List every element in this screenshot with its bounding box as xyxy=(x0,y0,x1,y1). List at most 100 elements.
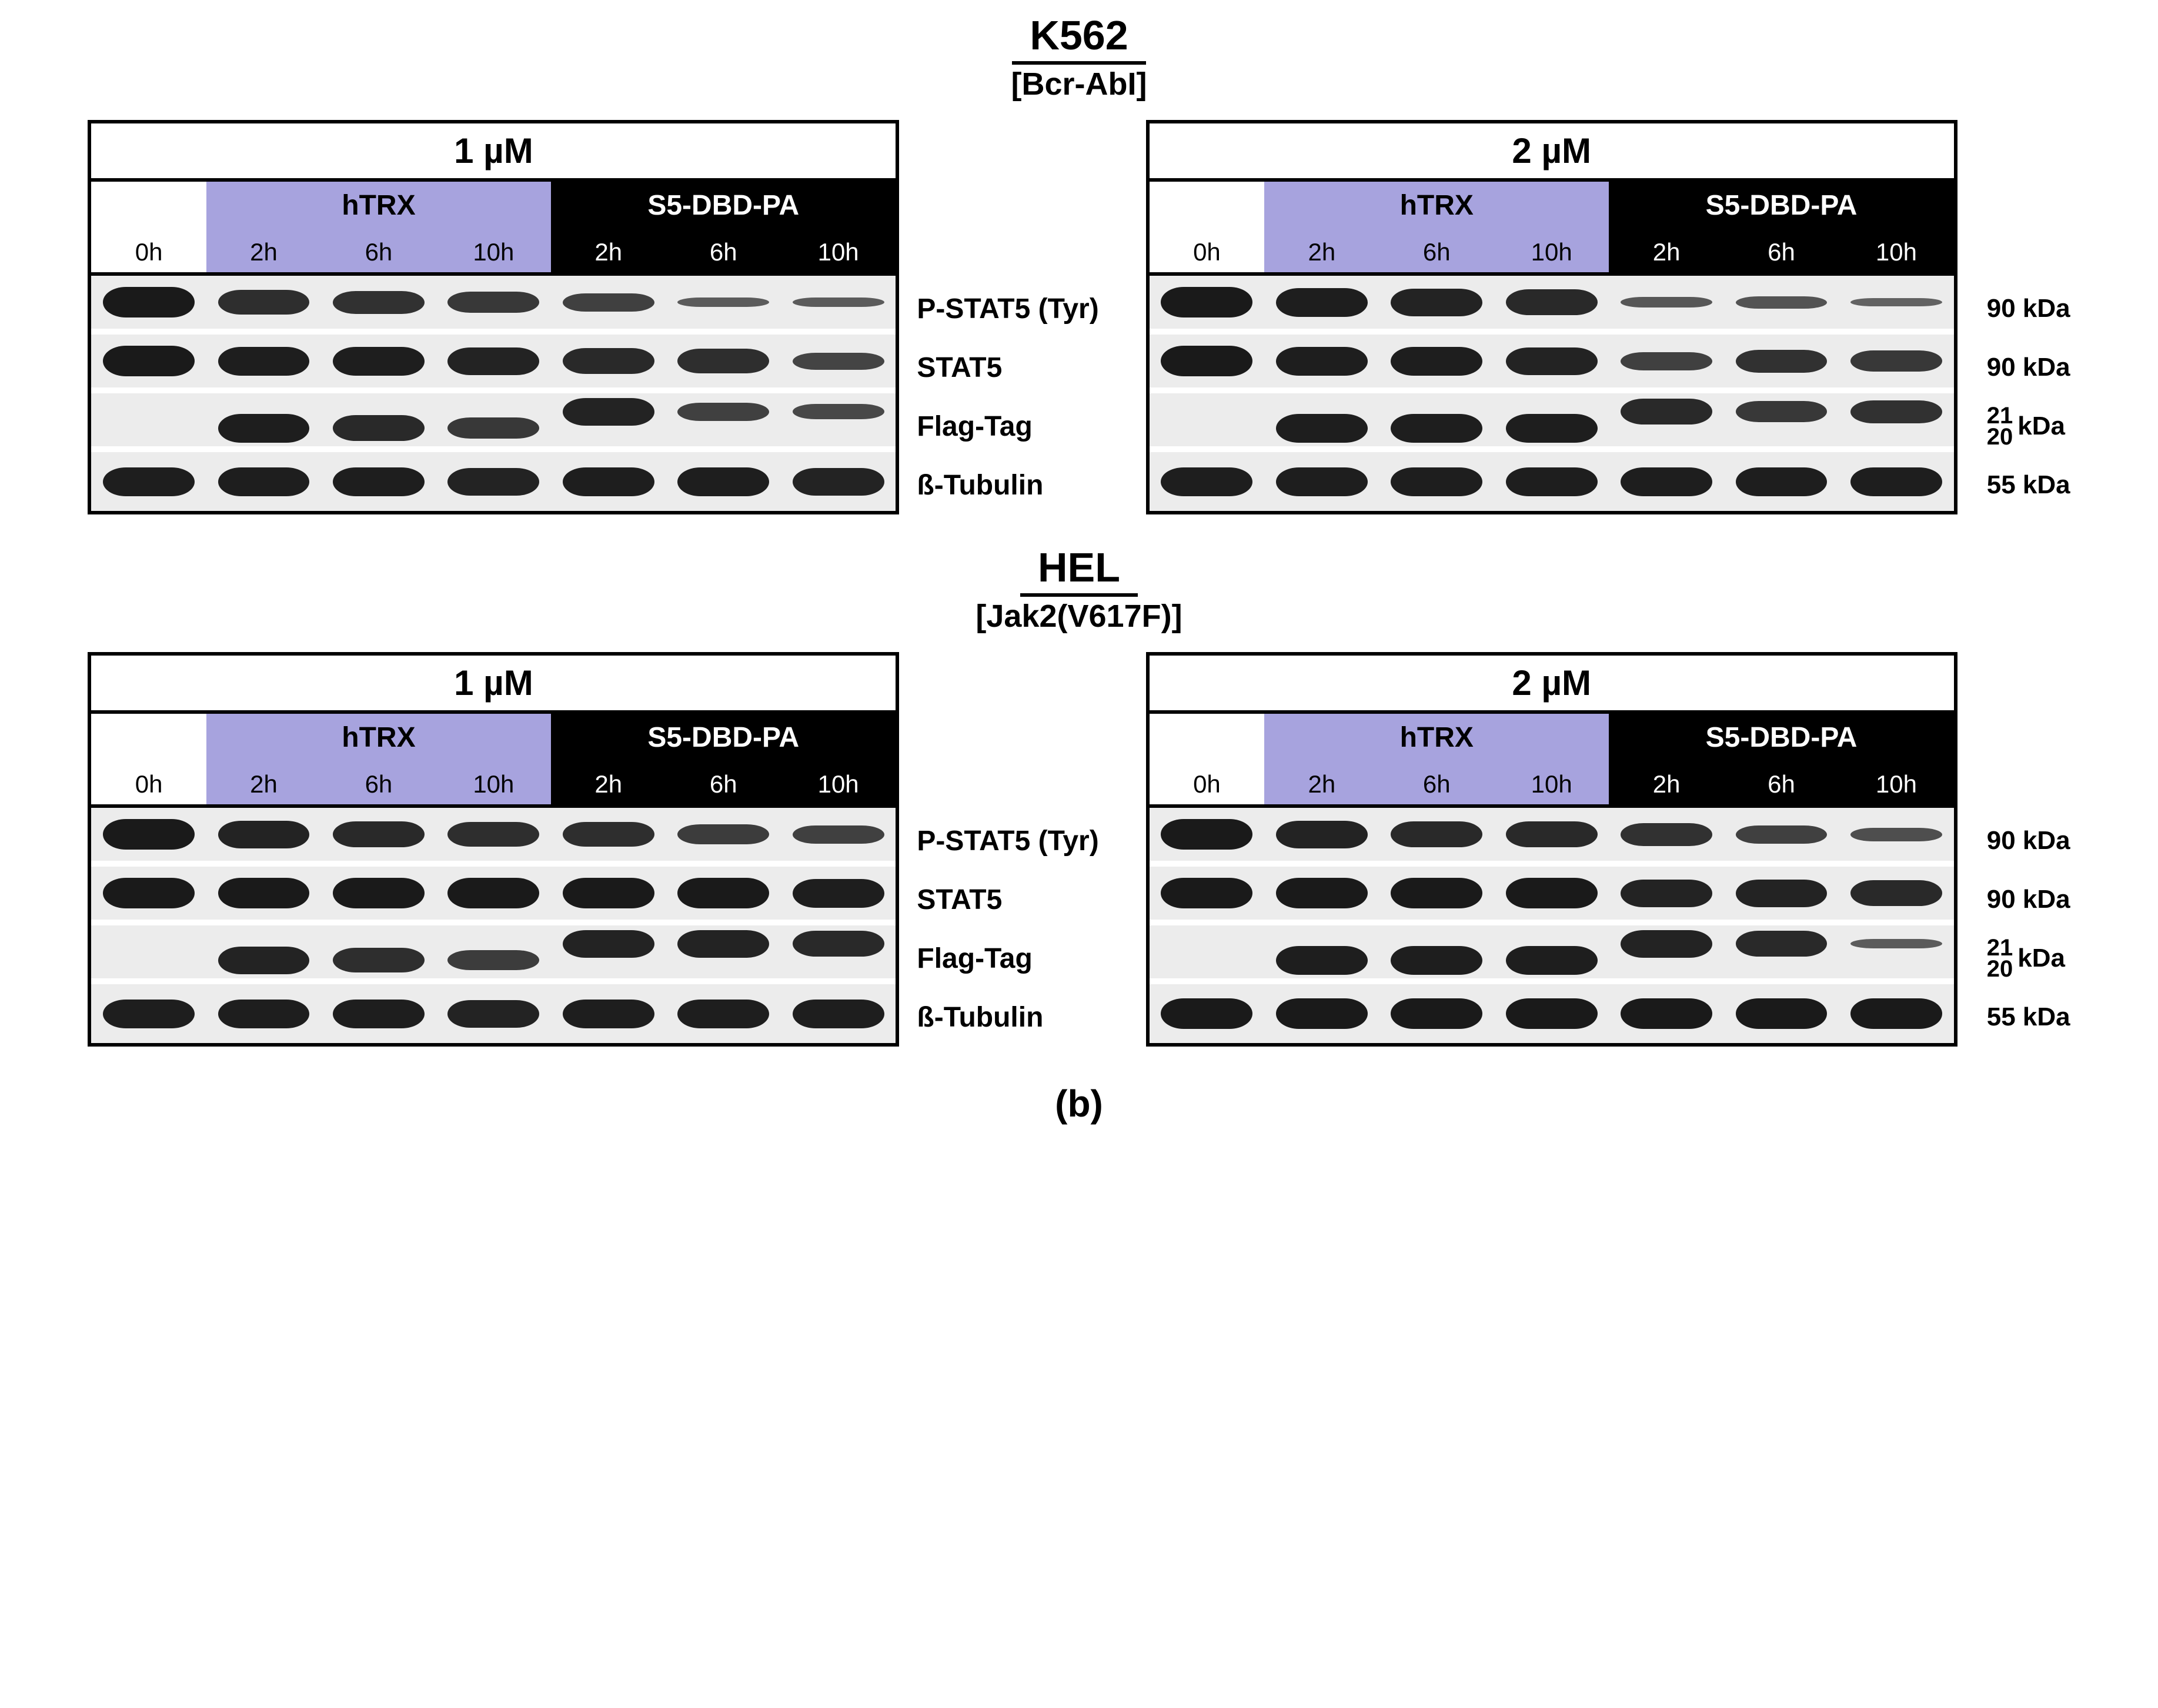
band xyxy=(1850,998,1942,1029)
blot-row xyxy=(91,808,896,867)
lane-cell xyxy=(1839,867,1953,920)
concentration-label: 2 µM xyxy=(1150,656,1954,714)
time-label: 6h xyxy=(666,229,781,272)
band xyxy=(218,947,310,974)
lane-cell xyxy=(666,867,781,920)
lane-cell xyxy=(91,867,206,920)
band xyxy=(1276,414,1368,443)
lane-cell xyxy=(1839,276,1953,329)
subfigure-label: (b) xyxy=(1055,1082,1103,1125)
band xyxy=(1850,400,1942,423)
band xyxy=(1621,352,1712,370)
lane-cell xyxy=(551,393,666,446)
lane-cell xyxy=(551,925,666,978)
blot-row xyxy=(91,276,896,335)
kda-label: 90 kDa xyxy=(1981,870,2070,929)
band xyxy=(563,467,654,496)
cellline-subtitle: [Bcr-AbI] xyxy=(1011,66,1147,102)
band xyxy=(1850,939,1942,948)
kda-top: 21 xyxy=(1987,937,2013,958)
kda-top: 21 xyxy=(1987,405,2013,426)
band xyxy=(677,467,769,496)
band xyxy=(1736,880,1828,907)
cellline-block: HEL[Jak2(V617F)]1 µMhTRXS5-DBD-PA0h2h6h1… xyxy=(12,544,2146,1047)
lane-cell xyxy=(91,452,206,511)
time-label: 2h xyxy=(1609,229,1723,272)
lane-cell xyxy=(551,452,666,511)
band xyxy=(1391,946,1482,975)
lane-cell xyxy=(781,808,896,861)
lane-cell xyxy=(1494,925,1609,978)
time-label: 2h xyxy=(1609,761,1723,804)
lane-cell xyxy=(1609,925,1723,978)
blot-row xyxy=(1150,808,1954,867)
kda-unit: kDa xyxy=(2017,412,2065,441)
band xyxy=(218,467,310,496)
band xyxy=(1391,821,1482,847)
lane-cell xyxy=(666,808,781,861)
band xyxy=(1506,878,1598,908)
lane-cell xyxy=(1609,393,1723,446)
lane-cell xyxy=(666,335,781,387)
panel-wrap: 2 µMhTRXS5-DBD-PA0h2h6h10h2h6h10h90 kDa9… xyxy=(1146,652,2070,1047)
blot-row xyxy=(91,452,896,511)
lane-cell xyxy=(1264,808,1379,861)
lane-cell xyxy=(206,925,321,978)
time-label: 0h xyxy=(1150,229,1264,272)
band xyxy=(333,948,425,972)
band xyxy=(677,298,769,307)
lane-cell xyxy=(666,276,781,329)
row-label: ß-Tubulin xyxy=(911,456,1098,514)
band xyxy=(677,1000,769,1028)
time-label: 10h xyxy=(1494,761,1609,804)
lane-cell xyxy=(436,335,551,387)
lane-cell xyxy=(1609,808,1723,861)
band xyxy=(1850,298,1942,306)
band xyxy=(103,287,195,317)
time-label: 6h xyxy=(666,761,781,804)
lane-cell xyxy=(1494,335,1609,387)
band xyxy=(447,292,539,313)
band xyxy=(563,398,654,426)
lane-cell xyxy=(1724,393,1839,446)
band xyxy=(1736,401,1828,422)
western-panel: 2 µMhTRXS5-DBD-PA0h2h6h10h2h6h10h xyxy=(1146,652,1957,1047)
band xyxy=(447,822,539,847)
band xyxy=(333,821,425,847)
lane-cell xyxy=(321,276,436,329)
lane-cell xyxy=(666,452,781,511)
kda-label: 2120kDa xyxy=(1981,929,2070,988)
band xyxy=(1621,880,1712,907)
treatment-blank xyxy=(91,714,206,761)
lane-cell xyxy=(1609,984,1723,1043)
lane-cell xyxy=(91,276,206,329)
row-label: STAT5 xyxy=(911,870,1098,929)
treatment-row: hTRXS5-DBD-PA xyxy=(1150,182,1954,229)
lane-cell xyxy=(1379,867,1494,920)
band xyxy=(447,1000,539,1028)
band xyxy=(793,931,884,957)
band xyxy=(1276,998,1368,1029)
band xyxy=(333,291,425,314)
band xyxy=(793,353,884,370)
row-label: Flag-Tag xyxy=(911,929,1098,988)
time-label: 6h xyxy=(321,761,436,804)
western-panel: 1 µMhTRXS5-DBD-PA0h2h6h10h2h6h10h xyxy=(88,120,899,514)
band xyxy=(1391,414,1482,443)
band xyxy=(218,347,310,376)
band xyxy=(563,293,654,312)
band xyxy=(1161,287,1252,317)
band xyxy=(103,346,195,376)
band xyxy=(1850,828,1942,841)
band xyxy=(103,878,195,908)
lane-cell xyxy=(206,452,321,511)
band xyxy=(1276,467,1368,496)
band xyxy=(1736,296,1828,309)
band xyxy=(447,468,539,496)
kda-label: 2120kDa xyxy=(1981,397,2070,456)
band xyxy=(333,878,425,908)
cellline-title: HEL xyxy=(1020,544,1138,597)
lane-cell xyxy=(91,925,206,978)
band xyxy=(677,824,769,844)
band xyxy=(1621,297,1712,307)
